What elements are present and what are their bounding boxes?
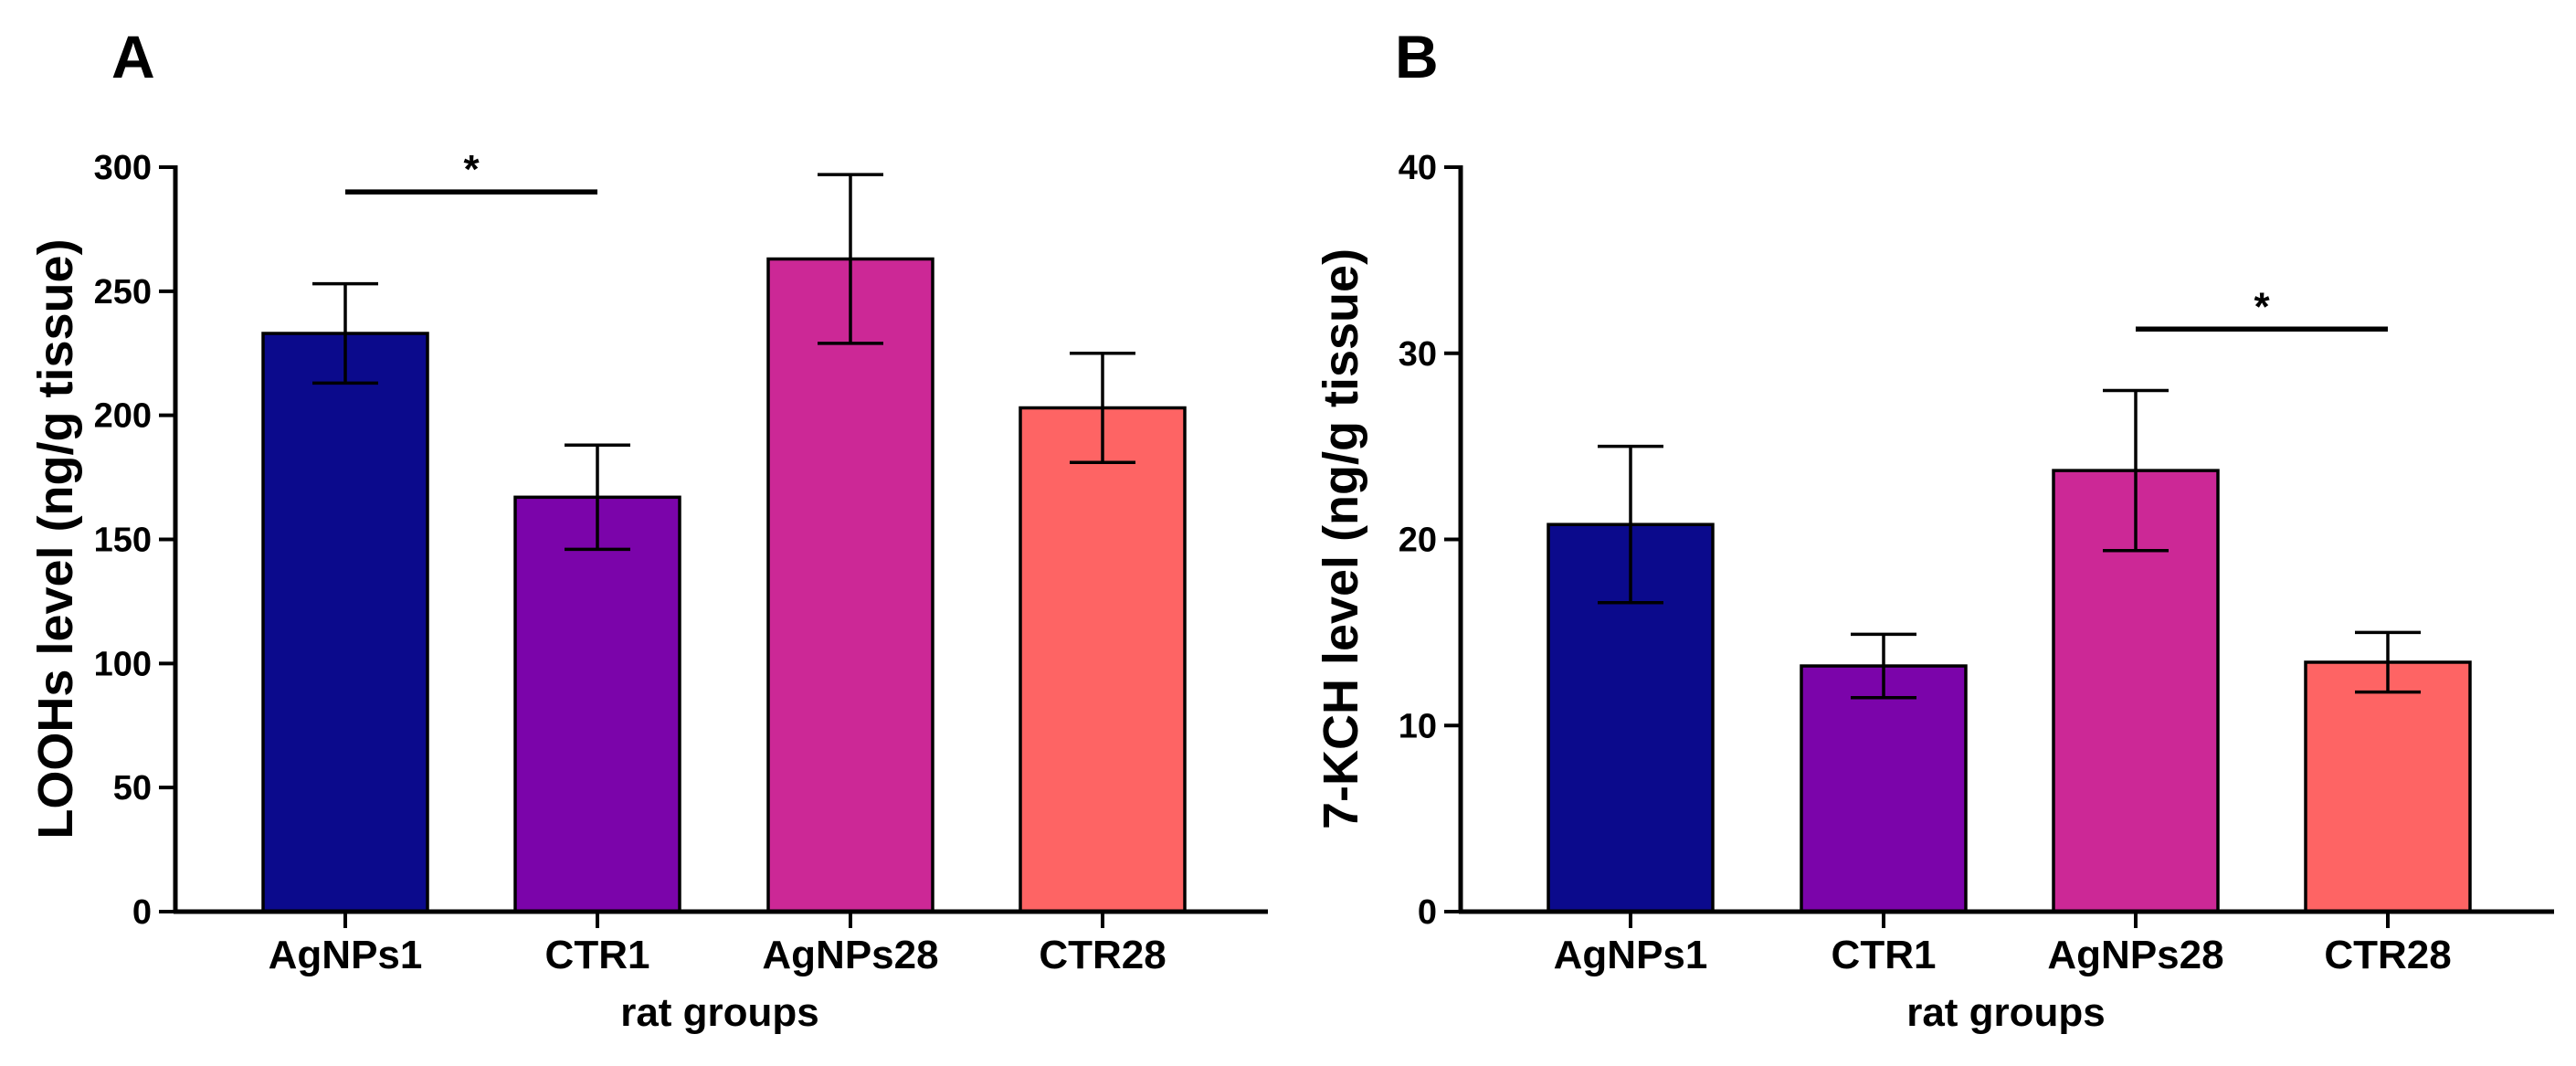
x-tick-label-AgNPs28: AgNPs28 <box>762 933 938 977</box>
panel-b-label: B <box>1395 23 1439 90</box>
panel-b: B 7-KCH level (ng/g tissue) rat groups 0… <box>1314 23 2554 1035</box>
panel-a-xlabel: rat groups <box>620 990 819 1035</box>
panel-a-label: A <box>111 23 155 90</box>
significance-label: * <box>463 147 480 192</box>
bar-CTR28 <box>2304 660 2472 913</box>
x-tick-label-CTR1: CTR1 <box>1832 933 1937 977</box>
y-tick-label: 10 <box>1399 707 1437 745</box>
y-tick-label: 40 <box>1399 149 1437 187</box>
bar-CTR1 <box>513 495 681 913</box>
panel-a-plot-area: 0 50 100 150 200 250 300 AgNPs1 CTR1 AgNPs28 CTR28… <box>94 147 1268 977</box>
y-tick-label: 150 <box>94 522 152 560</box>
bar-CTR28 <box>1019 406 1187 913</box>
y-tick-label: 0 <box>132 893 152 932</box>
panel-b-xlabel: rat groups <box>1906 990 2106 1035</box>
x-tick-label-CTR1: CTR1 <box>545 933 650 977</box>
x-tick-label-AgNPs28: AgNPs28 <box>2047 933 2223 977</box>
x-tick-label-AgNPs1: AgNPs1 <box>269 933 423 977</box>
y-tick-label: 50 <box>113 769 152 807</box>
bar-AgNPs28 <box>766 257 934 913</box>
y-tick-label: 250 <box>94 273 152 311</box>
y-tick-label: 100 <box>94 645 152 683</box>
x-tick-label-CTR28: CTR28 <box>1039 933 1166 977</box>
panel-a: A LOOHs level (ng/g tissue) rat groups 0… <box>28 23 1268 1035</box>
bar-AgNPs1 <box>261 332 429 913</box>
panel-b-ylabel: 7-KCH level (ng/g tissue) <box>1314 248 1368 829</box>
significance-label: * <box>2254 284 2270 329</box>
y-tick-label: 20 <box>1399 522 1437 560</box>
y-tick-label: 0 <box>1418 893 1437 932</box>
panel-a-ylabel: LOOHs level (ng/g tissue) <box>28 238 83 839</box>
x-tick-label-CTR28: CTR28 <box>2324 933 2451 977</box>
bar-CTR1 <box>1800 664 1968 913</box>
x-tick-label-AgNPs1: AgNPs1 <box>1554 933 1708 977</box>
y-tick-label: 300 <box>94 149 152 187</box>
y-tick-label: 200 <box>94 397 152 436</box>
panel-b-plot-area: 0 10 20 30 40 AgNPs1 CTR1 AgNPs28 CTR28 * <box>1399 149 2554 977</box>
y-tick-label: 30 <box>1399 335 1437 374</box>
